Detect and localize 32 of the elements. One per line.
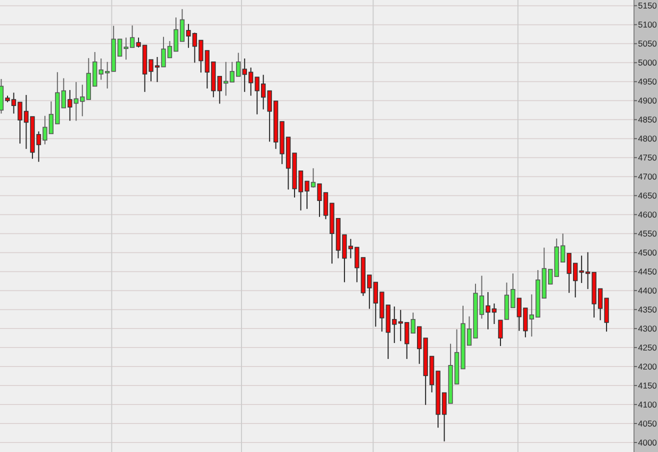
y-tick-label: 4550 <box>638 228 658 239</box>
y-tick-label: 4300 <box>638 324 658 334</box>
y-tick-label: 4800 <box>638 134 658 144</box>
candlestick <box>498 320 503 347</box>
y-tick-label: 4700 <box>638 172 658 182</box>
y-tick-label: 5050 <box>638 38 658 49</box>
y-tick-label: 4450 <box>638 266 658 277</box>
y-tick-label: 5100 <box>638 20 658 30</box>
y-tick-label: 4950 <box>638 76 658 87</box>
y-tick-label: 4900 <box>638 96 658 106</box>
candlestick <box>0 78 4 114</box>
y-tick-label: 4500 <box>638 248 658 258</box>
y-tick-label: 4000 <box>638 437 658 448</box>
candlestick <box>68 90 72 122</box>
y-tick-label: 4850 <box>638 114 658 125</box>
candlestick <box>61 78 66 108</box>
candlestick <box>217 76 222 104</box>
y-tick-label: 4250 <box>638 342 658 353</box>
y-tick-label: 4100 <box>638 399 658 410</box>
y-tick-label: 4200 <box>638 362 658 372</box>
candlestick <box>310 168 316 188</box>
y-tick-label: 4750 <box>638 152 658 163</box>
y-tick-label: 5000 <box>638 58 658 68</box>
y-tick-label: 4350 <box>638 304 658 315</box>
y-tick-label: 5150 <box>638 0 658 11</box>
candlestick <box>224 61 228 96</box>
y-tick-label: 4050 <box>638 418 658 428</box>
y-tick-label: 4650 <box>638 190 658 201</box>
y-tick-label: 4150 <box>638 380 658 391</box>
candlestick <box>410 312 416 334</box>
y-tick-label: 4400 <box>638 286 658 296</box>
y-tick-label: 4600 <box>638 210 658 220</box>
